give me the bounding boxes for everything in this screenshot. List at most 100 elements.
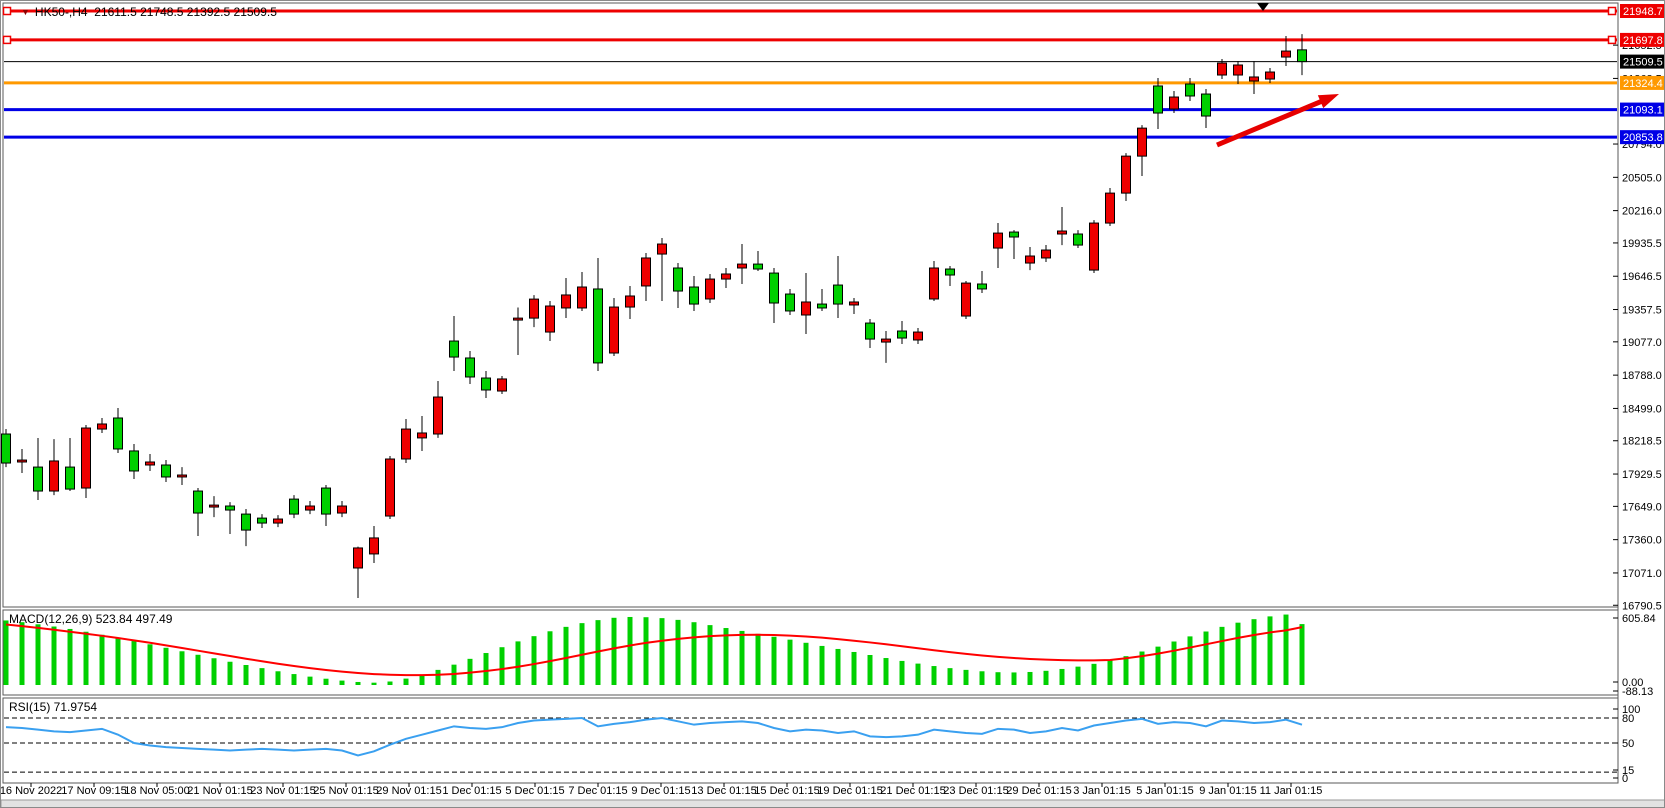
candle-body <box>737 263 747 269</box>
candle-body <box>545 305 555 333</box>
line-handle[interactable] <box>1607 6 1617 16</box>
candle-body <box>1121 155 1131 194</box>
time-axis-label: 1 Dec 01:15 <box>442 785 501 797</box>
candle-body <box>161 464 171 478</box>
candle-body <box>705 278 715 300</box>
candle-body <box>417 432 427 439</box>
candle-body <box>433 396 443 435</box>
macd-histogram-bar <box>867 655 873 685</box>
macd-histogram-bar <box>1203 631 1209 685</box>
price-axis-tick: 16790.5 <box>1622 600 1662 612</box>
candle-body <box>33 466 43 492</box>
macd-histogram-bar <box>387 681 393 685</box>
macd-histogram-bar <box>899 660 905 685</box>
macd-histogram-bar <box>435 669 441 685</box>
trend-arrow-shaft[interactable] <box>1216 97 1326 148</box>
price-axis-tick: 17360.0 <box>1622 535 1662 547</box>
price-axis-tick: 18499.0 <box>1622 403 1662 415</box>
macd-histogram-bar <box>67 628 73 685</box>
macd-histogram-bar <box>563 626 569 685</box>
price-axis-tick: 19935.5 <box>1622 238 1662 250</box>
line-handle[interactable] <box>2 6 12 16</box>
macd-histogram-bar <box>371 682 377 685</box>
macd-histogram-bar <box>1027 671 1033 685</box>
time-axis-label: 7 Dec 01:15 <box>568 785 627 797</box>
macd-histogram-bar <box>627 616 633 685</box>
macd-histogram-bar <box>259 668 265 685</box>
macd-histogram-bar <box>99 634 105 685</box>
macd-histogram-bar <box>787 639 793 685</box>
trend-arrow[interactable] <box>1216 94 1339 148</box>
line-handle[interactable] <box>1607 35 1617 45</box>
macd-histogram-bar <box>643 617 649 685</box>
macd-histogram-bar <box>1171 641 1177 685</box>
price-axis-tick: 17071.0 <box>1622 568 1662 580</box>
candle-body <box>897 330 907 339</box>
rsi-scale-label: 50 <box>1622 738 1634 750</box>
macd-histogram-bar <box>3 620 9 685</box>
macd-histogram-bar <box>179 651 185 685</box>
macd-histogram-bar <box>1059 668 1065 685</box>
rsi-scale-label: 15 <box>1622 765 1634 777</box>
candlestick-series <box>1 34 1307 598</box>
price-axis-tick: 20216.0 <box>1622 206 1662 218</box>
rsi-scale-label: 100 <box>1622 704 1640 716</box>
macd-histogram-bar <box>1267 616 1273 685</box>
macd-histogram-bar <box>979 671 985 685</box>
candle-body <box>785 293 795 312</box>
time-axis-label: 19 Dec 01:15 <box>817 785 882 797</box>
candle-body <box>193 490 203 514</box>
macd-histogram-bar <box>803 642 809 685</box>
price-badge-label: 20853.8 <box>1623 132 1663 144</box>
macd-histogram-bar <box>707 625 713 685</box>
candle-body <box>625 295 635 308</box>
macd-series <box>3 614 1305 685</box>
time-axis-label: 23 Nov 01:15 <box>250 785 315 797</box>
candle-body <box>49 460 59 492</box>
candle-body <box>913 331 923 341</box>
price-axis-tick: 19357.5 <box>1622 305 1662 317</box>
macd-histogram-bar <box>547 631 553 685</box>
candle-body <box>289 498 299 515</box>
candle-body <box>1057 230 1067 235</box>
macd-histogram-bar <box>243 665 249 685</box>
macd-indicator-label: MACD(12,26,9) 523.84 497.49 <box>9 612 173 626</box>
trend-arrow-head[interactable] <box>1317 94 1339 109</box>
candle-body <box>673 267 683 292</box>
macd-histogram-bar <box>1219 626 1225 685</box>
candle-body <box>273 518 283 524</box>
candle-body <box>1201 93 1211 117</box>
macd-histogram-bar <box>531 636 537 685</box>
candle-body <box>1233 64 1243 76</box>
rsi-line <box>5 716 1303 757</box>
macd-histogram-bar <box>723 628 729 685</box>
time-axis-label: 25 Nov 01:15 <box>313 785 378 797</box>
macd-histogram-bar <box>483 653 489 685</box>
price-badge-label: 21697.8 <box>1623 35 1663 47</box>
macd-histogram-bar <box>995 672 1001 685</box>
candle-body <box>1153 85 1163 114</box>
macd-histogram-bar <box>1043 670 1049 685</box>
macd-histogram-bar <box>963 669 969 685</box>
time-axis-label: 29 Dec 01:15 <box>1006 785 1071 797</box>
macd-histogram-bar <box>115 637 121 685</box>
line-handle[interactable] <box>2 35 12 45</box>
candle-body <box>801 301 811 316</box>
candle-body <box>1249 76 1259 82</box>
candle-body <box>961 282 971 317</box>
macd-histogram-bar <box>83 631 89 685</box>
candle-body <box>865 322 875 340</box>
time-axis-label: 18 Nov 05:00 <box>124 785 189 797</box>
candle-body <box>369 537 379 555</box>
candle-body <box>753 263 763 270</box>
chart-shift-marker-icon[interactable] <box>1257 3 1269 11</box>
candle-body <box>1297 49 1307 63</box>
candle-body <box>561 294 571 309</box>
macd-histogram-bar <box>1011 672 1017 685</box>
time-axis-label: 15 Dec 01:15 <box>754 785 819 797</box>
time-axis-label: 17 Nov 09:15 <box>61 785 126 797</box>
candle-body <box>1185 83 1195 97</box>
price-line-badge <box>1620 75 1664 90</box>
candle-body <box>97 423 107 430</box>
